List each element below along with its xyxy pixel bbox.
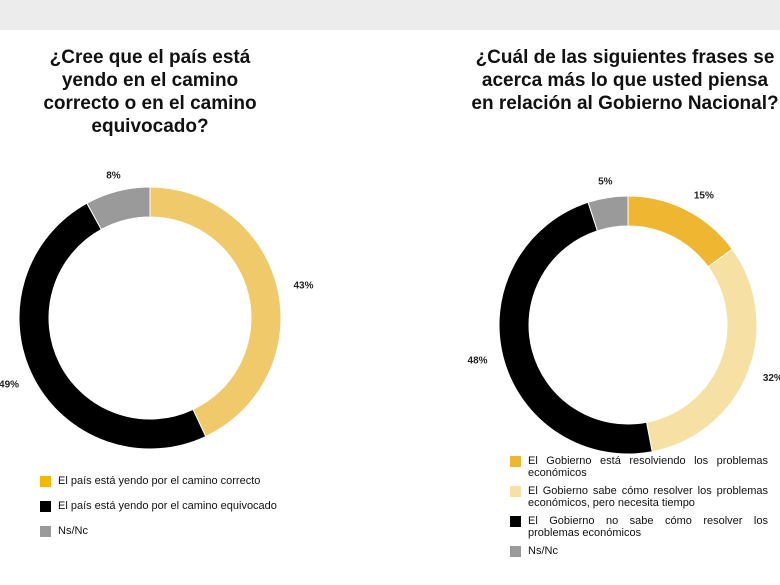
donut-slice	[645, 248, 758, 453]
legend: El país está yendo por el camino correct…	[40, 475, 330, 550]
legend-item: Ns/Nc	[40, 525, 330, 537]
legend-label: El país está yendo por el camino correct…	[58, 475, 261, 487]
legend-swatch	[510, 486, 521, 497]
value-label: 5%	[598, 176, 613, 187]
legend-label: Ns/Nc	[58, 525, 88, 537]
value-label: 8%	[106, 170, 121, 181]
legend-swatch	[510, 456, 521, 467]
legend-item: El Gobierno sabe cómo resolver los probl…	[510, 485, 768, 509]
legend-label: El Gobierno sabe cómo resolver los probl…	[528, 485, 768, 509]
donut-slice	[86, 186, 151, 231]
top-bar	[0, 0, 780, 30]
legend-item: El Gobierno no sabe cómo resolver los pr…	[510, 515, 768, 539]
legend-swatch	[510, 516, 521, 527]
value-label: 49%	[0, 379, 19, 390]
donut-slice	[149, 186, 282, 438]
legend-item: El país está yendo por el camino equivoc…	[40, 500, 330, 512]
value-label: 15%	[694, 190, 714, 201]
legend-item: El Gobierno está resolviendo los problem…	[510, 455, 768, 479]
donut-slice	[498, 201, 653, 455]
donut-slice	[587, 195, 629, 232]
chart-title: ¿Cuál de las siguientes frases se acerca…	[471, 47, 779, 114]
value-label: 32%	[763, 373, 780, 384]
chart-title: ¿Cree que el país está yendo en el camin…	[43, 47, 257, 137]
value-label: 43%	[293, 281, 313, 292]
legend-label: El Gobierno está resolviendo los problem…	[528, 455, 768, 479]
value-label: 48%	[468, 356, 488, 367]
legend-label: El país está yendo por el camino equivoc…	[58, 500, 277, 512]
legend-item: Ns/Nc	[510, 545, 768, 557]
legend-label: El Gobierno no sabe cómo resolver los pr…	[528, 515, 768, 539]
legend-label: Ns/Nc	[528, 545, 558, 557]
legend-swatch	[510, 546, 521, 557]
legend-swatch	[40, 476, 51, 487]
donut-slice	[627, 195, 734, 268]
legend-swatch	[40, 501, 51, 512]
legend: El Gobierno está resolviendo los problem…	[510, 455, 768, 563]
legend-swatch	[40, 526, 51, 537]
donut-slice	[18, 202, 207, 450]
legend-item: El país está yendo por el camino correct…	[40, 475, 330, 487]
